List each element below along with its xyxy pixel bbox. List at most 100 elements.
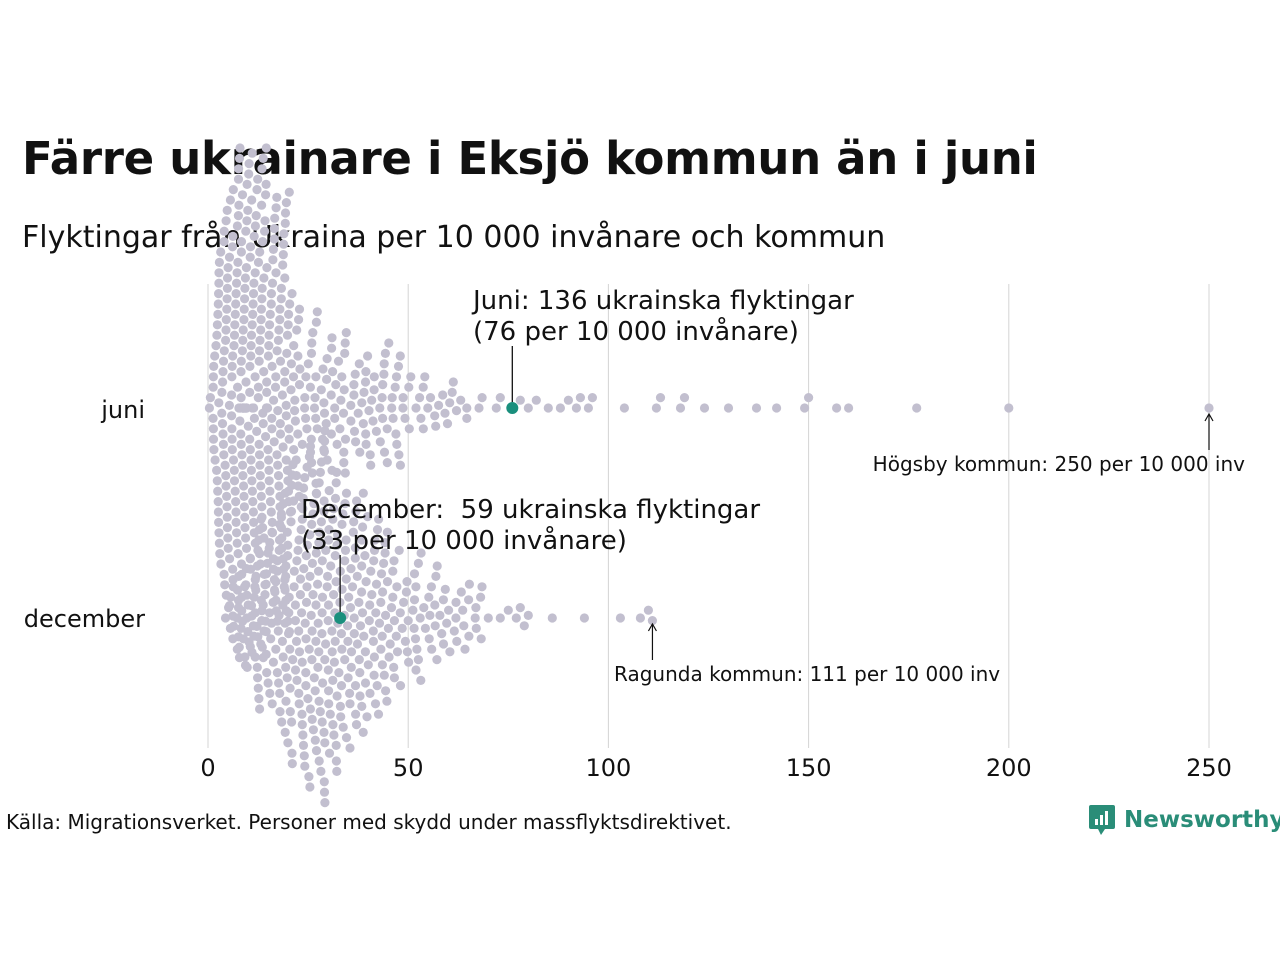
- dot-december: [357, 561, 367, 571]
- dot-juni: [379, 369, 389, 379]
- dot-juni: [253, 257, 264, 267]
- dot-december: [354, 597, 364, 608]
- dot-december: [385, 639, 395, 649]
- dot-juni: [420, 372, 430, 382]
- dot-juni: [305, 382, 315, 392]
- dot-december: [360, 647, 370, 657]
- dot-december: [260, 590, 270, 600]
- dot-juni: [245, 434, 255, 444]
- dot-juni: [245, 387, 255, 397]
- dot-juni: [230, 320, 240, 330]
- dot-juni: [214, 398, 224, 408]
- dot-december: [363, 660, 373, 670]
- dot-december: [386, 603, 397, 613]
- dot-december: [300, 473, 310, 483]
- dot-december: [245, 642, 255, 652]
- dot-december: [317, 629, 327, 639]
- dot-december: [254, 525, 264, 535]
- dot-december: [289, 582, 299, 592]
- dot-juni: [270, 213, 280, 223]
- dot-juni: [228, 455, 239, 465]
- dot-juni: [263, 403, 273, 413]
- dot-juni: [844, 403, 854, 413]
- dot-december: [357, 587, 367, 597]
- dot-december: [318, 678, 328, 688]
- dot-juni: [275, 356, 286, 366]
- dot-juni: [360, 377, 371, 387]
- dot-december: [317, 717, 327, 727]
- dot-december: [301, 668, 311, 678]
- dot-juni: [281, 400, 291, 410]
- dot-december: [305, 782, 315, 792]
- dot-juni: [248, 309, 258, 319]
- dot-juni: [364, 406, 374, 416]
- dot-juni: [448, 377, 458, 387]
- dot-juni: [391, 372, 402, 382]
- dot-december: [438, 639, 449, 649]
- dot-juni: [230, 486, 240, 496]
- dot-december: [254, 535, 264, 545]
- december-annotation-line-1: December: 59 ukrainska flyktingar: [301, 495, 760, 525]
- dot-juni: [1204, 403, 1214, 413]
- dot-juni: [651, 403, 662, 413]
- dot-december: [285, 707, 295, 717]
- dot-december: [294, 699, 304, 709]
- dot-juni: [263, 445, 273, 455]
- dot-juni: [253, 174, 263, 184]
- dot-december: [366, 566, 376, 576]
- dot-december: [395, 608, 405, 618]
- dot-juni: [231, 517, 241, 528]
- dot-december: [249, 631, 259, 641]
- dot-december: [295, 574, 306, 584]
- dot-juni: [235, 416, 245, 426]
- dot-december: [307, 714, 317, 725]
- dot-december: [267, 618, 277, 628]
- dot-december: [330, 551, 340, 561]
- dot-juni: [266, 507, 276, 517]
- dot-juni: [294, 315, 304, 325]
- dot-juni: [258, 237, 268, 247]
- chart-title: Färre ukrainare i Eksjö kommun än i juni: [22, 132, 1038, 185]
- dot-juni: [266, 299, 276, 309]
- dot-juni: [225, 554, 235, 564]
- dot-december: [424, 592, 434, 602]
- dot-juni: [250, 268, 260, 278]
- dot-juni: [234, 200, 244, 210]
- dot-juni: [369, 372, 379, 382]
- dot-december: [547, 613, 557, 623]
- dot-juni: [431, 421, 441, 431]
- dot-juni: [213, 497, 223, 507]
- dot-december: [338, 509, 348, 519]
- dot-juni: [332, 439, 342, 449]
- dot-juni: [477, 393, 487, 403]
- dot-december: [301, 634, 311, 644]
- dot-juni: [400, 413, 410, 423]
- dot-juni: [340, 338, 350, 348]
- dot-december: [330, 493, 341, 503]
- dot-december: [276, 509, 286, 519]
- dot-juni: [241, 543, 252, 554]
- dot-december: [311, 488, 321, 498]
- dot-december: [476, 592, 486, 602]
- dot-december: [308, 509, 318, 519]
- dot-december: [374, 618, 385, 628]
- dot-juni: [388, 413, 398, 423]
- dot-juni: [271, 268, 281, 278]
- dot-december: [409, 595, 420, 605]
- dot-juni: [303, 359, 313, 369]
- dot-juni: [261, 179, 271, 189]
- dot-juni: [246, 330, 257, 340]
- dot-juni: [239, 315, 249, 325]
- dot-juni: [302, 424, 312, 434]
- dot-december: [328, 720, 338, 730]
- dot-juni: [208, 424, 218, 434]
- dot-juni: [214, 257, 224, 267]
- dot-juni: [214, 517, 224, 528]
- dot-december: [320, 655, 330, 665]
- dot-december: [277, 636, 287, 647]
- dot-december: [308, 590, 318, 600]
- row-label-december: december: [24, 605, 145, 633]
- dot-december: [297, 709, 307, 719]
- dot-december: [476, 634, 486, 644]
